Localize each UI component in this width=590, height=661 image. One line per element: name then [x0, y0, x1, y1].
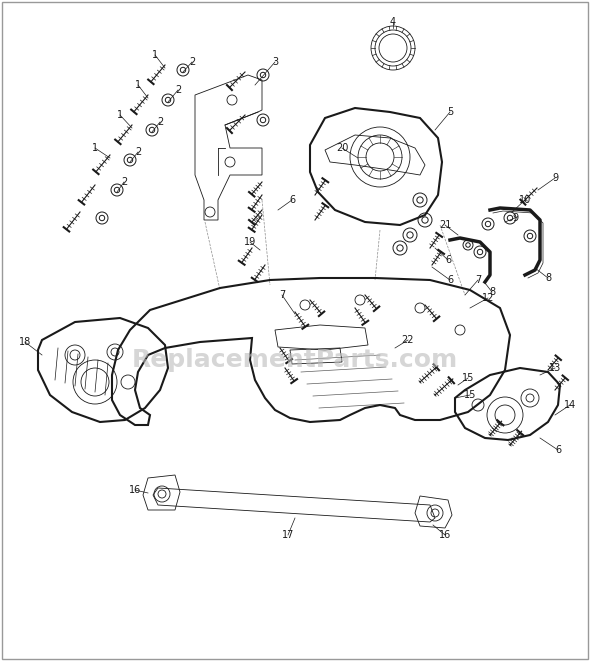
- Text: 10: 10: [519, 195, 531, 205]
- Text: 22: 22: [402, 335, 414, 345]
- Text: 14: 14: [564, 400, 576, 410]
- Text: 8: 8: [489, 287, 495, 297]
- Text: ReplacementParts.com: ReplacementParts.com: [132, 348, 458, 372]
- Text: 7: 7: [279, 290, 285, 300]
- Text: 12: 12: [482, 293, 494, 303]
- Text: 2: 2: [135, 147, 141, 157]
- Text: 3: 3: [272, 57, 278, 67]
- Text: 16: 16: [129, 485, 141, 495]
- Text: 1: 1: [117, 110, 123, 120]
- Text: 4: 4: [390, 17, 396, 27]
- Text: 6: 6: [447, 275, 453, 285]
- Text: 2: 2: [189, 57, 195, 67]
- Text: 9: 9: [512, 213, 518, 223]
- Text: 15: 15: [462, 373, 474, 383]
- Text: 19: 19: [244, 237, 256, 247]
- Text: 17: 17: [282, 530, 294, 540]
- Text: 1: 1: [92, 143, 98, 153]
- Text: 1: 1: [135, 80, 141, 90]
- Text: 21: 21: [439, 220, 451, 230]
- Text: 5: 5: [447, 107, 453, 117]
- Text: 13: 13: [549, 363, 561, 373]
- Text: 2: 2: [157, 117, 163, 127]
- Text: 1: 1: [152, 50, 158, 60]
- Text: 6: 6: [555, 445, 561, 455]
- Text: 18: 18: [19, 337, 31, 347]
- Text: 16: 16: [439, 530, 451, 540]
- Text: 15: 15: [464, 390, 476, 400]
- Text: 20: 20: [336, 143, 348, 153]
- Text: 6: 6: [289, 195, 295, 205]
- Text: 6: 6: [445, 255, 451, 265]
- Text: 2: 2: [175, 85, 181, 95]
- Text: 2: 2: [121, 177, 127, 187]
- Text: 7: 7: [475, 275, 481, 285]
- Text: 8: 8: [545, 273, 551, 283]
- Text: 9: 9: [552, 173, 558, 183]
